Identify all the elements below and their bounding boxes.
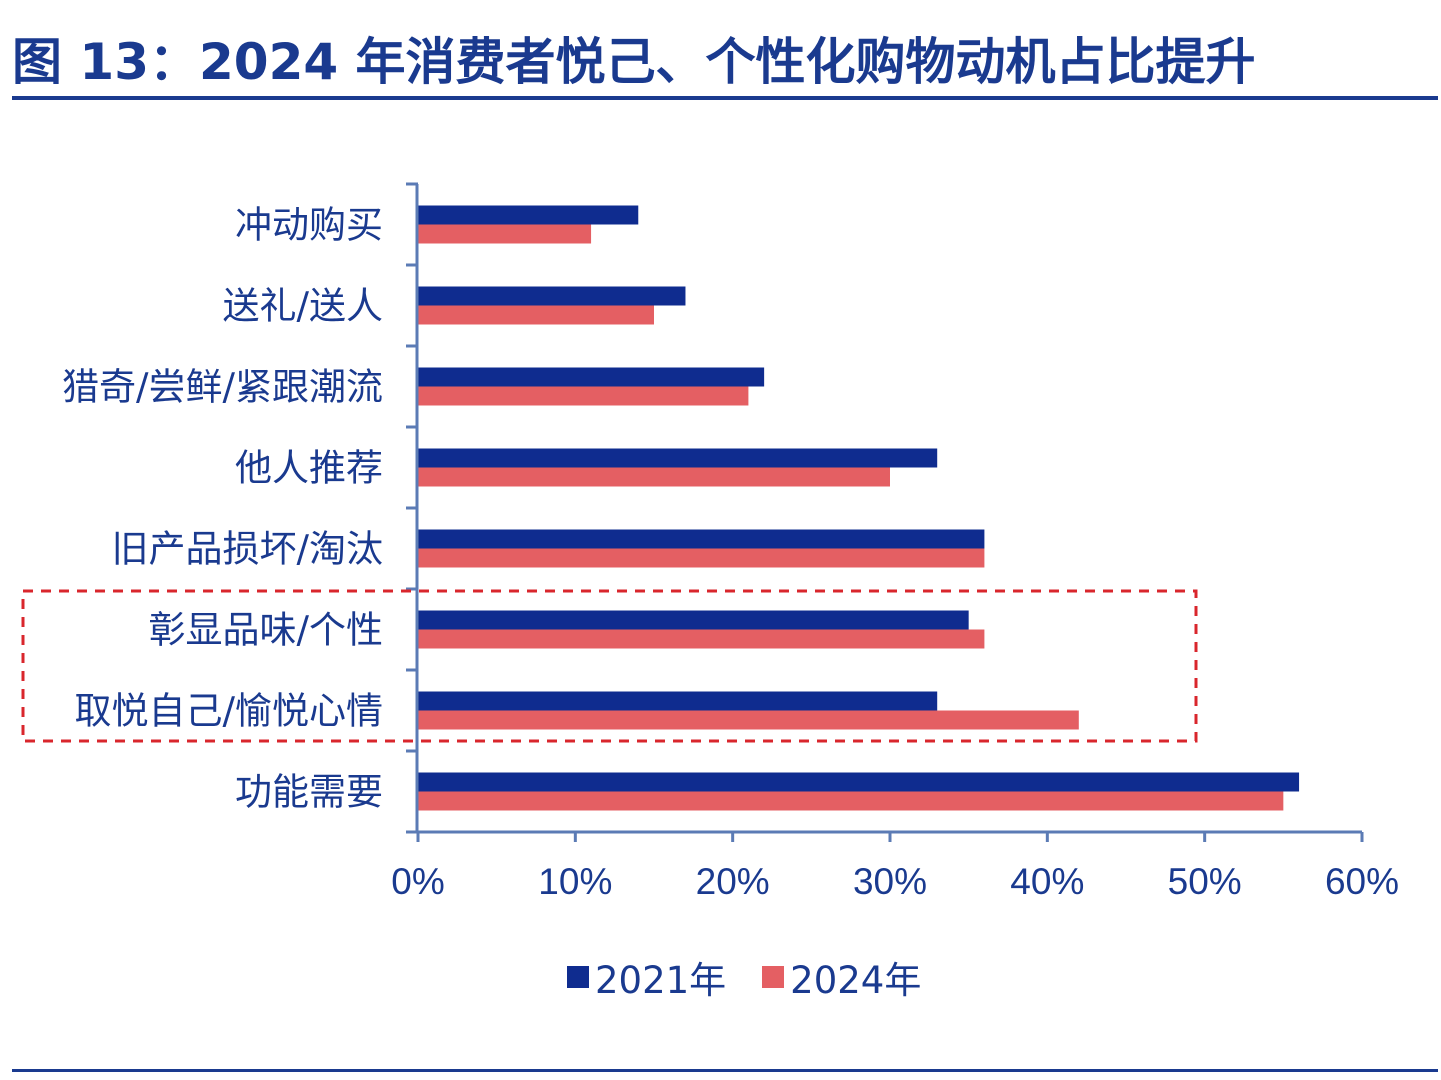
bar-2021-7 <box>418 772 1300 792</box>
bar-2021-2 <box>418 367 765 387</box>
bar-2021-4 <box>418 529 985 549</box>
x-tick-label-5: 50% <box>1168 861 1242 902</box>
category-label-3: 他人推荐 <box>235 447 383 490</box>
bar-2024-1 <box>418 305 654 325</box>
bars-group <box>418 205 1300 811</box>
bar-2021-3 <box>418 448 938 468</box>
legend-swatch-2024 <box>762 966 785 988</box>
legend-item-2024: 2024年 <box>762 950 921 1004</box>
category-label-4: 旧产品损坏/淘汰 <box>112 528 383 571</box>
x-tick-label-1: 10% <box>538 861 612 902</box>
category-label-2: 猎奇/尝鲜/紧跟潮流 <box>62 366 383 409</box>
x-tick-label-6: 60% <box>1325 861 1399 902</box>
bar-2024-7 <box>418 791 1284 811</box>
chart-title: 图 13：2024 年消费者悦己、个性化购物动机占比提升 <box>12 33 1256 91</box>
x-tick-label-4: 40% <box>1010 861 1084 902</box>
bar-2024-2 <box>418 386 749 406</box>
bar-2021-5 <box>418 610 969 630</box>
title-underline <box>12 96 1438 100</box>
bar-2024-5 <box>418 629 985 649</box>
x-tick-label-3: 30% <box>853 861 927 902</box>
category-label-5: 彰显品味/个性 <box>149 609 383 652</box>
bar-2024-3 <box>418 467 890 487</box>
legend-swatch-2021 <box>567 966 589 988</box>
category-label-7: 功能需要 <box>235 771 383 814</box>
bar-2021-1 <box>418 286 686 306</box>
x-tick-label-0: 0% <box>391 861 444 902</box>
x-tick-label-2: 20% <box>696 861 770 902</box>
legend-label-2024: 2024年 <box>790 959 922 1002</box>
highlight-box-group <box>21 589 1198 743</box>
bar-2021-6 <box>418 691 938 711</box>
highlight-box <box>21 589 1198 743</box>
category-label-1: 送礼/送人 <box>223 285 383 328</box>
bar-2024-4 <box>418 548 985 568</box>
category-label-0: 冲动购买 <box>235 204 383 247</box>
category-label-6: 取悦自己/愉悦心情 <box>75 690 383 733</box>
legend-item-2021: 2021年 <box>567 950 726 1004</box>
legend: 2021年 2024年 <box>567 950 921 1004</box>
axes <box>406 182 1364 842</box>
bar-2024-0 <box>418 224 592 244</box>
category-labels: 冲动购买送礼/送人猎奇/尝鲜/紧跟潮流他人推荐旧产品损坏/淘汰彰显品味/个性取悦… <box>62 204 383 814</box>
legend-label-2021: 2021年 <box>595 959 727 1002</box>
bar-2024-6 <box>418 710 1079 730</box>
bottom-rule <box>12 1069 1438 1072</box>
bar-2021-0 <box>418 205 639 225</box>
x-tick-labels: 0% 10% 20% 30% 40% 50% 60% <box>391 861 1399 902</box>
